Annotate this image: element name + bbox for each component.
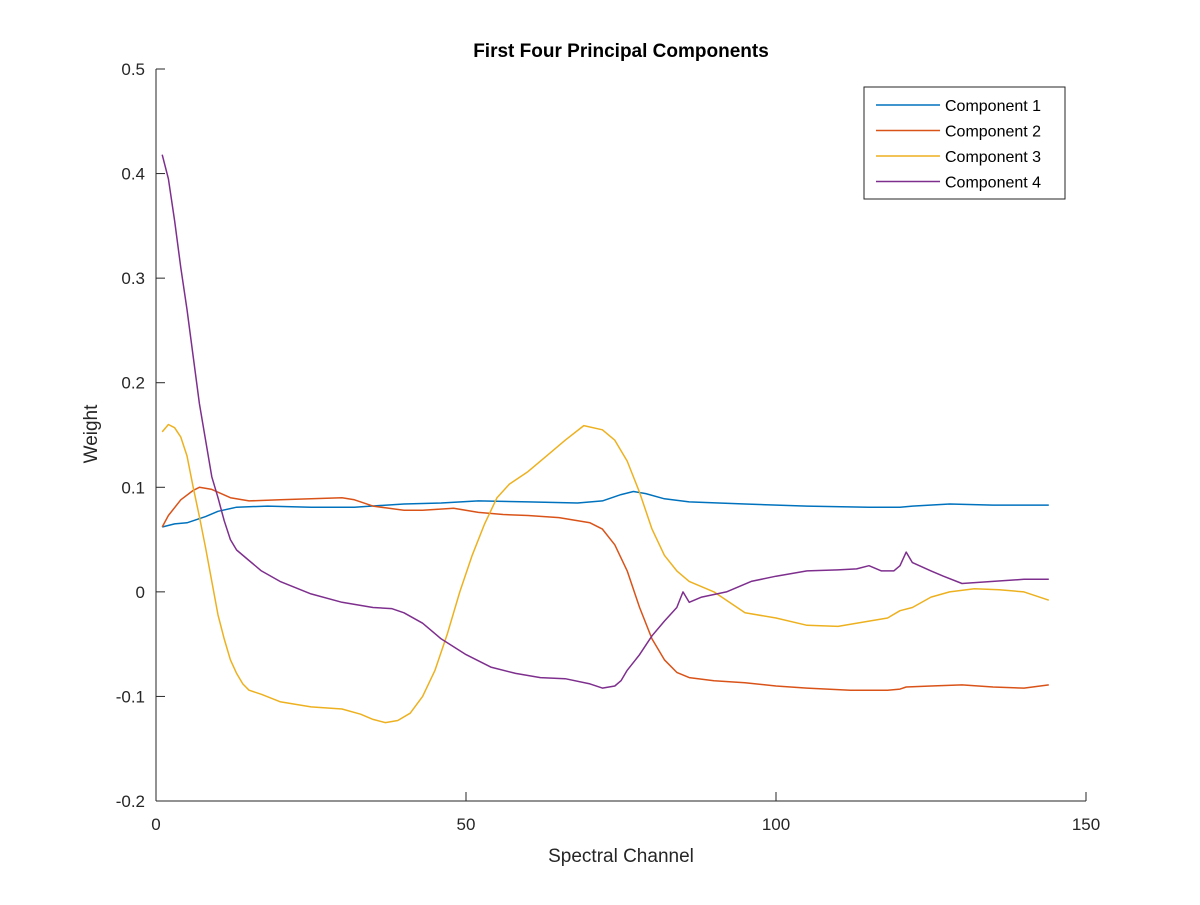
y-tick-label: 0.5 (121, 60, 145, 79)
y-tick-label: 0.4 (121, 165, 145, 184)
legend-label: Component 1 (945, 98, 1041, 115)
chart-title: First Four Principal Components (473, 41, 769, 62)
axes: 0 50 100 150 -0.2 -0.1 0 0.1 0.2 0.3 0.4 0.5 (116, 60, 1100, 834)
legend-label: Component 3 (945, 149, 1041, 166)
series-line-component-2 (161, 486, 1049, 691)
y-tick-label: 0.3 (121, 269, 145, 288)
x-axis-label: Spectral Channel (548, 846, 694, 867)
series-line-component-3 (161, 423, 1050, 724)
y-tick-label: 0.2 (121, 374, 145, 393)
x-tick-label: 50 (457, 815, 476, 834)
y-tick-label: -0.1 (116, 687, 145, 706)
y-tick-label: -0.2 (116, 792, 145, 811)
y-tick-label: 0 (136, 583, 145, 602)
series-lines (161, 154, 1050, 724)
y-axis-label: Weight (81, 404, 102, 464)
x-tick-label: 0 (151, 815, 160, 834)
legend-label: Component 4 (945, 175, 1041, 192)
series-line-component-1 (162, 490, 1049, 528)
x-tick-label: 100 (762, 815, 790, 834)
legend: Component 1 Component 2 Component 3 Compone… (863, 86, 1066, 200)
y-tick-label: 0.1 (121, 478, 145, 497)
x-tick-label: 150 (1072, 815, 1100, 834)
series-line-component-4 (161, 154, 1049, 689)
legend-label: Component 2 (945, 124, 1041, 141)
